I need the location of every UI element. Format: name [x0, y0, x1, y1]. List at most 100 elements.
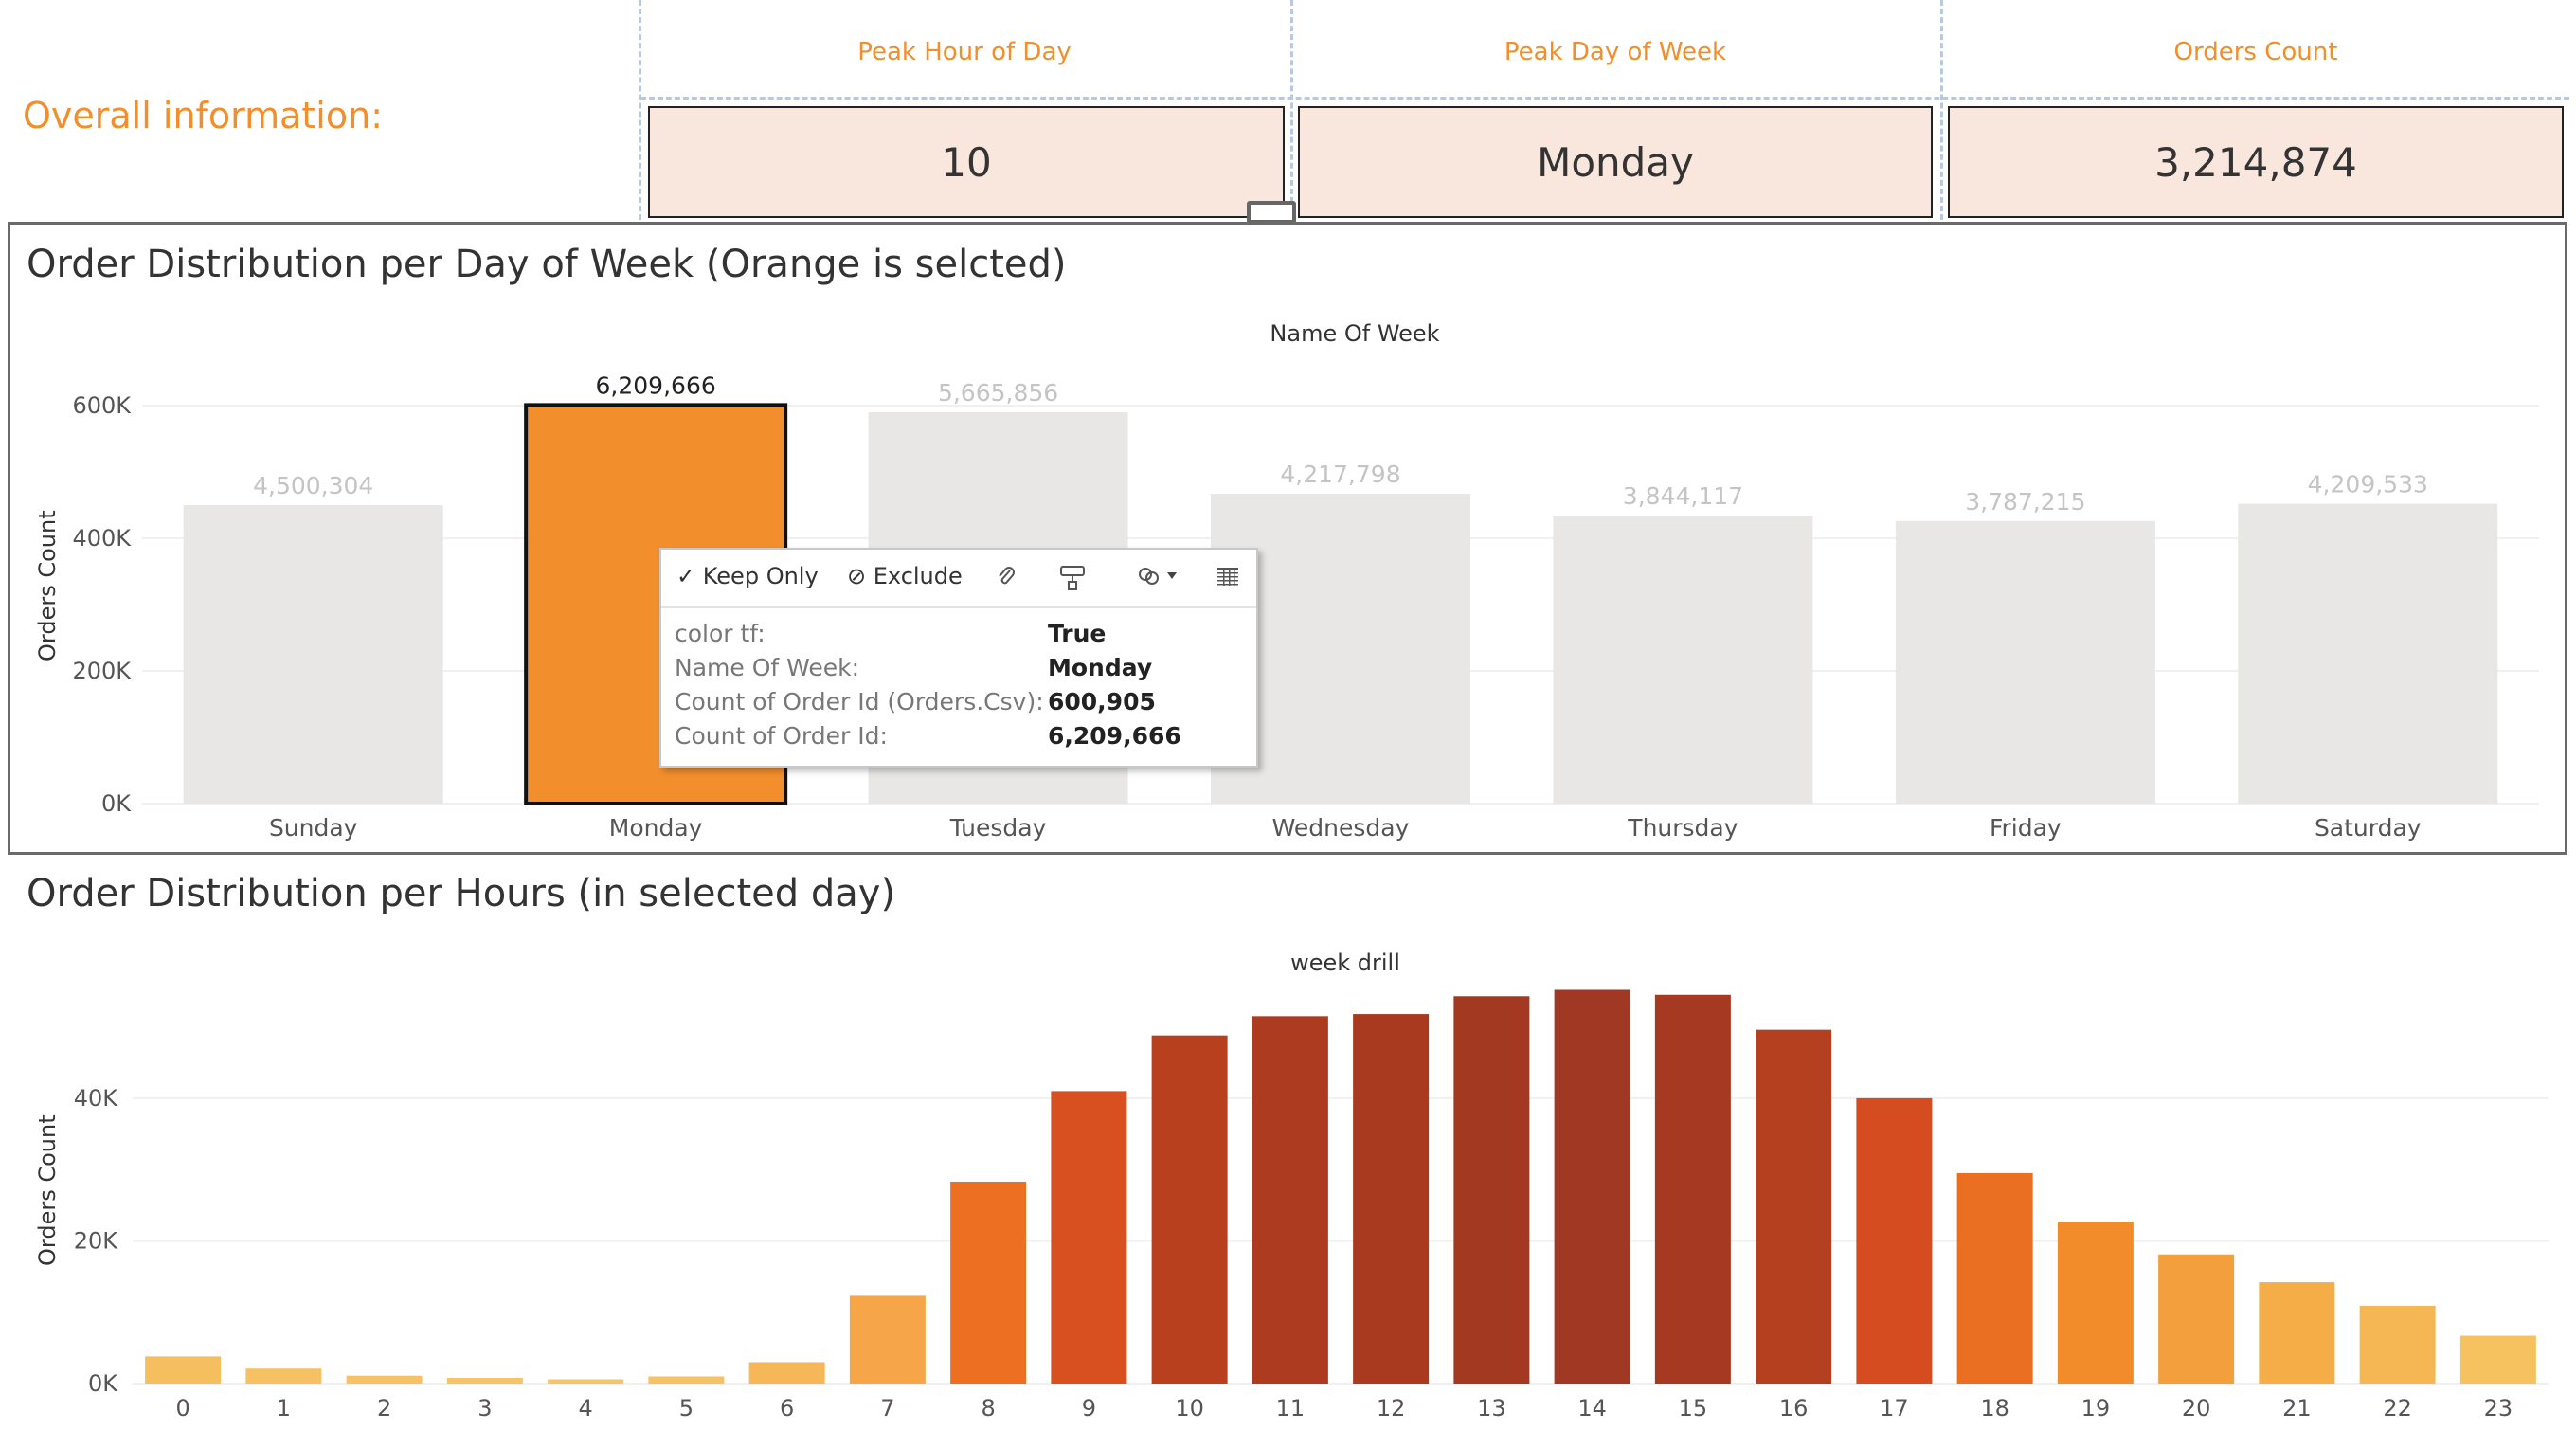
day-bar-data-label: 3,844,117 — [1623, 482, 1743, 510]
hour-y-tick-label: 20K — [74, 1227, 119, 1254]
hour-x-tick-label: 19 — [2081, 1395, 2111, 1421]
tooltip-row: Count of Order Id: 6,209,666 — [675, 722, 1181, 750]
day-y-tick-label: 200K — [72, 658, 132, 684]
day-y-tick-label: 0K — [101, 790, 132, 817]
kpi-value-peak-hour: 10 — [941, 138, 992, 186]
day-x-tick-label: Thursday — [1627, 814, 1738, 842]
hour-x-tick-label: 22 — [2383, 1395, 2412, 1421]
kpi-card-peak-hour[interactable]: 10 — [648, 106, 1285, 218]
hour-chart-title: week drill — [1290, 950, 1400, 976]
hour-bar-6 — [748, 1362, 825, 1384]
hour-x-tick-label: 6 — [780, 1395, 794, 1421]
tooltip-value: True — [1048, 620, 1107, 647]
hour-x-tick-label: 9 — [1082, 1395, 1096, 1421]
keep-only-label: Keep Only — [702, 563, 819, 589]
hour-x-tick-label: 0 — [175, 1395, 189, 1421]
hour-bar-21 — [2259, 1282, 2335, 1384]
kpi-divider — [1290, 0, 1293, 220]
kpi-value-peak-day: Monday — [1537, 138, 1694, 186]
hour-panel-title: Order Distribution per Hours (in selecte… — [27, 872, 896, 915]
kpi-divider — [1940, 0, 1943, 220]
day-y-tick-label: 400K — [72, 525, 132, 552]
hour-bar-20 — [2158, 1254, 2235, 1384]
hour-bar-0 — [145, 1356, 222, 1384]
exclude-button[interactable]: ⊘ Exclude — [847, 563, 963, 589]
day-bar-data-label: 4,217,798 — [1280, 461, 1400, 488]
tooltip-row: Name Of Week: Monday — [675, 654, 1152, 681]
hour-bar-15 — [1654, 994, 1731, 1384]
hour-x-tick-label: 3 — [477, 1395, 492, 1421]
hour-x-tick-label: 21 — [2282, 1395, 2312, 1421]
hour-x-tick-label: 18 — [1980, 1395, 2009, 1421]
hour-bar-14 — [1554, 989, 1630, 1384]
tooltip-key: Name Of Week: — [675, 654, 860, 681]
kpi-title-peak-day: Peak Day of Week — [1504, 38, 1727, 66]
keep-only-button[interactable]: ✓ Keep Only — [676, 563, 819, 589]
kpi-card-orders-count[interactable]: 3,214,874 — [1948, 106, 2564, 218]
hour-x-tick-label: 1 — [277, 1395, 291, 1421]
hour-bar-9 — [1051, 1091, 1127, 1384]
day-bar-thursday — [1553, 516, 1813, 804]
day-x-tick-label: Sunday — [269, 814, 358, 842]
hour-x-tick-label: 13 — [1477, 1395, 1506, 1421]
kpi-title-peak-hour: Peak Hour of Day — [857, 38, 1072, 66]
hour-x-tick-label: 12 — [1377, 1395, 1406, 1421]
kpi-divider — [639, 0, 641, 220]
day-of-week-panel[interactable] — [8, 222, 2567, 855]
tooltip-toolbar: ✓ Keep Only ⊘ Exclude — [661, 550, 1256, 608]
day-y-tick-label: 600K — [72, 392, 132, 419]
tooltip-key: Count of Order Id: — [675, 722, 888, 750]
tooltip-row: Count of Order Id (Orders.Csv): 600,905 — [675, 688, 1156, 715]
hour-bar-22 — [2359, 1305, 2436, 1384]
hour-bar-11 — [1252, 1016, 1328, 1384]
day-panel-title: Order Distribution per Day of Week (Oran… — [27, 243, 1067, 286]
day-bar-data-label: 3,787,215 — [1965, 488, 2085, 516]
hour-bar-17 — [1856, 1097, 1933, 1384]
hour-x-tick-label: 20 — [2182, 1395, 2211, 1421]
day-x-tick-label: Friday — [1990, 814, 2062, 842]
day-bar-friday — [1895, 520, 2155, 804]
hour-bar-1 — [245, 1368, 322, 1384]
day-x-tick-label: Saturday — [2315, 814, 2422, 842]
hour-bar-16 — [1756, 1029, 1832, 1384]
group-members-dropdown[interactable] — [1135, 563, 1192, 595]
tooltip-value: 600,905 — [1048, 688, 1156, 715]
view-data-icon[interactable] — [1215, 563, 1241, 595]
hour-y-tick-label: 40K — [74, 1085, 119, 1112]
day-bar-data-label: 6,209,666 — [596, 371, 716, 399]
hour-x-tick-label: 10 — [1175, 1395, 1204, 1421]
day-bar-data-label: 5,665,856 — [938, 379, 1058, 407]
hour-x-tick-label: 14 — [1577, 1395, 1607, 1421]
tooltip: ✓ Keep Only ⊘ Exclude color tf: True Nam… — [659, 548, 1258, 768]
kpi-card-peak-day[interactable]: Monday — [1298, 106, 1933, 218]
hour-x-tick-label: 7 — [880, 1395, 894, 1421]
day-chart-title: Name Of Week — [1270, 320, 1440, 347]
hour-bar-7 — [849, 1295, 926, 1384]
hour-x-tick-label: 11 — [1276, 1395, 1306, 1421]
day-bar-sunday — [183, 505, 443, 804]
hour-x-tick-label: 17 — [1880, 1395, 1909, 1421]
hour-bar-2 — [346, 1375, 423, 1384]
tooltip-key: color tf: — [675, 620, 766, 647]
hour-bar-23 — [2459, 1335, 2536, 1384]
hour-y-tick-label: 0K — [88, 1370, 118, 1397]
hour-x-tick-label: 4 — [578, 1395, 592, 1421]
highlight-icon[interactable] — [1057, 563, 1088, 599]
hour-bar-13 — [1453, 996, 1530, 1384]
hour-x-tick-label: 8 — [981, 1395, 995, 1421]
hour-x-tick-label: 15 — [1679, 1395, 1708, 1421]
tooltip-value: Monday — [1048, 654, 1153, 681]
paperclip-icon[interactable] — [993, 563, 1019, 595]
hour-bar-19 — [2057, 1222, 2134, 1384]
hour-bar-10 — [1151, 1035, 1228, 1384]
kpi-header-divider — [640, 97, 2569, 100]
overall-information-label: Overall information: — [23, 95, 383, 136]
day-x-tick-label: Wednesday — [1272, 814, 1410, 842]
day-x-tick-label: Tuesday — [949, 814, 1047, 842]
hour-bar-8 — [950, 1181, 1027, 1384]
hour-bar-5 — [648, 1376, 725, 1384]
day-bar-data-label: 4,500,304 — [253, 472, 373, 499]
day-bar-data-label: 4,209,533 — [2308, 471, 2428, 498]
kpi-title-orders-count: Orders Count — [2173, 38, 2338, 66]
